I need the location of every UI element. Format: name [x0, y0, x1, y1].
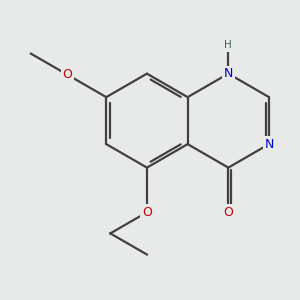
- Text: H: H: [224, 40, 232, 50]
- Text: O: O: [224, 206, 233, 219]
- Text: O: O: [142, 206, 152, 219]
- Text: N: N: [264, 138, 274, 151]
- Text: N: N: [224, 67, 233, 80]
- Text: O: O: [63, 68, 73, 81]
